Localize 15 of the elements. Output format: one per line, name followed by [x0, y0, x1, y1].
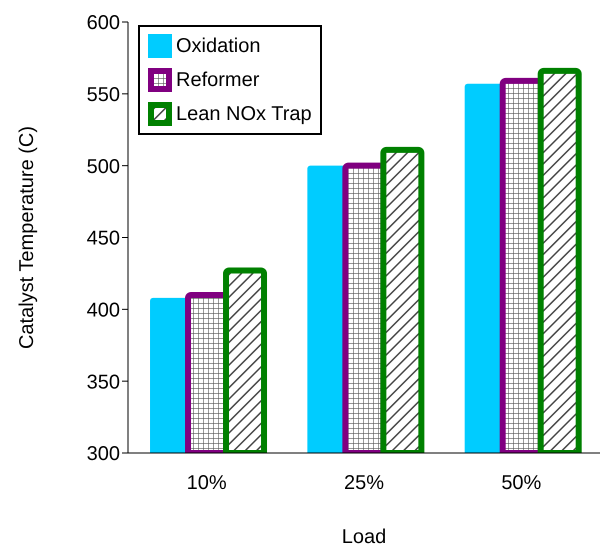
x-tick-label: 50% — [501, 472, 542, 494]
y-tick-label: 300 — [86, 443, 120, 466]
y-tick-label: 550 — [86, 84, 120, 106]
y-tick-label: 400 — [86, 299, 120, 322]
legend-label: Lean NOx Trap — [176, 102, 312, 126]
x-tick-label: 10% — [186, 472, 227, 494]
legend-label: Reformer — [176, 68, 260, 92]
legend-label: Oxidation — [176, 34, 260, 58]
x-tick-label: 25% — [344, 472, 384, 494]
y-tick-label: 350 — [86, 371, 120, 394]
y-tick-label: 500 — [86, 156, 120, 178]
y-tick-label: 450 — [86, 228, 120, 250]
y-axis-title: Catalyst Temperature (C) — [16, 126, 38, 350]
y-tick-label: 600 — [86, 12, 120, 34]
x-axis-title: Load — [342, 526, 386, 548]
